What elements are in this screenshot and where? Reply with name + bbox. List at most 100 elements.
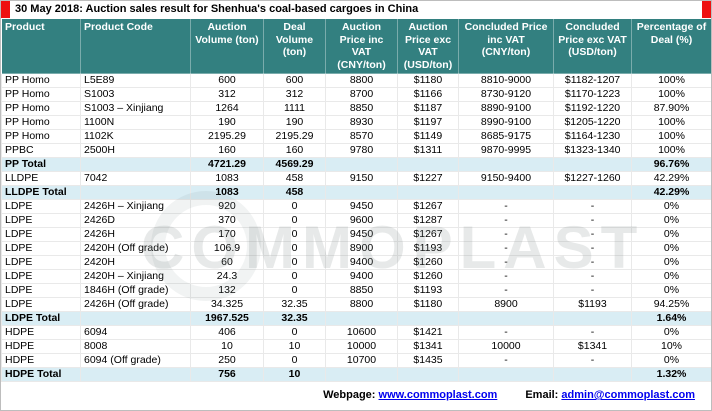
cell-product-code: 2420H (80, 255, 191, 271)
webpage-link[interactable]: www.commoplast.com (378, 389, 498, 402)
cell-auction-price-exc-vat: $1260 (397, 255, 459, 271)
email-link[interactable]: admin@commoplast.com (561, 389, 695, 402)
cell-percentage-of-deal: 1.32% (631, 367, 711, 383)
cell-product: LDPE (1, 297, 81, 313)
cell-auction-price-exc-vat: $1180 (397, 297, 459, 313)
cell-percentage-of-deal: 100% (631, 129, 711, 145)
page-title: 30 May 2018: Auction sales result for Sh… (15, 3, 419, 15)
cell-product: PP Homo (1, 129, 81, 145)
cell-percentage-of-deal: 100% (631, 73, 711, 89)
cell-product-code: 2420H – Xinjiang (80, 269, 191, 285)
cell-auction-price-inc-vat: 10700 (325, 353, 398, 369)
table-row: LDPE 2426H 170 0 9450 $1267- -0% (1, 227, 711, 243)
cell-product: LDPE (1, 269, 81, 285)
cell-product-code: 2426H (80, 227, 191, 243)
cell-auction-volume: 4721.29 (190, 157, 264, 173)
cell-product-code: 1100N (80, 115, 191, 131)
cell-concluded-price-exc-vat: - (553, 199, 632, 215)
cell-concluded-price-inc-vat: - (458, 353, 554, 369)
table-row: LDPE 2426D 370 0 9600 $1287- -0% (1, 213, 711, 229)
cell-percentage-of-deal: 96.76% (631, 157, 711, 173)
cell-product-code: 6094 (80, 325, 191, 341)
cell-auction-price-inc-vat (325, 157, 398, 173)
total-row: LLDPE Total 1083 458 42.29% (1, 185, 711, 201)
cell-concluded-price-exc-vat: $1182-1207 (553, 73, 632, 89)
table-row: PP Homo S1003 312 312 8700 $1166 8730-9120 $117… (1, 87, 711, 103)
cell-concluded-price-exc-vat: $1227-1260 (553, 171, 632, 187)
cell-product-code (80, 157, 191, 173)
cell-concluded-price-inc-vat: 8900 (458, 297, 554, 313)
cell-concluded-price-exc-vat: $1193 (553, 297, 632, 313)
cell-concluded-price-exc-vat: - (553, 325, 632, 341)
cell-concluded-price-exc-vat: $1192-1220 (553, 101, 632, 117)
cell-concluded-price-exc-vat (553, 157, 632, 173)
cell-concluded-price-exc-vat (553, 185, 632, 201)
cell-auction-price-inc-vat (325, 311, 398, 327)
cell-deal-volume: 10 (263, 367, 326, 383)
cell-auction-price-inc-vat: 8570 (325, 129, 398, 145)
email-label: Email: (525, 389, 559, 402)
cell-concluded-price-inc-vat (458, 311, 554, 327)
table-row: LDPE 2420H – Xinjiang 24.3 0 9400 $1260- -0% (1, 269, 711, 285)
total-row: LDPE Total 1967.525 32.35 1.64% (1, 311, 711, 327)
cell-concluded-price-exc-vat: $1170-1223 (553, 87, 632, 103)
table-row: LDPE 2420H 60 0 9400 $1260- -0% (1, 255, 711, 271)
column-header-product: Product (1, 17, 81, 75)
cell-concluded-price-exc-vat: - (553, 255, 632, 271)
cell-auction-volume: 132 (190, 283, 264, 299)
cell-percentage-of-deal: 0% (631, 227, 711, 243)
cell-percentage-of-deal: 94.25% (631, 297, 711, 313)
cell-deal-volume: 0 (263, 199, 326, 215)
cell-product-code: 7042 (80, 171, 191, 187)
cell-auction-price-inc-vat: 9780 (325, 143, 398, 159)
cell-deal-volume: 0 (263, 269, 326, 285)
cell-concluded-price-inc-vat: - (458, 325, 554, 341)
red-accent-right (702, 1, 711, 18)
cell-deal-volume: 1111 (263, 101, 326, 117)
cell-deal-volume: 190 (263, 115, 326, 131)
cell-percentage-of-deal: 42.29% (631, 185, 711, 201)
cell-auction-volume: 1264 (190, 101, 264, 117)
cell-auction-price-exc-vat (397, 185, 459, 201)
cell-auction-price-exc-vat: $1166 (397, 87, 459, 103)
cell-percentage-of-deal: 87.90% (631, 101, 711, 117)
table-row: PP Homo S1003 – Xinjiang 1264 1111 8850 $1187… (1, 101, 711, 117)
cell-auction-volume: 406 (190, 325, 264, 341)
cell-percentage-of-deal: 0% (631, 353, 711, 369)
column-header-percentage-of-deal: Percentage of Deal (%) (631, 17, 711, 75)
cell-concluded-price-inc-vat (458, 157, 554, 173)
cell-auction-price-exc-vat: $1260 (397, 269, 459, 285)
cell-auction-price-exc-vat: $1193 (397, 241, 459, 257)
email-segment: Email: admin@commoplast.com (525, 389, 695, 401)
cell-concluded-price-exc-vat: $1205-1220 (553, 115, 632, 131)
cell-product: LLDPE Total (1, 185, 81, 201)
cell-product: HDPE (1, 325, 81, 341)
cell-deal-volume: 0 (263, 241, 326, 257)
cell-auction-price-exc-vat: $1187 (397, 101, 459, 117)
column-header-auction-price-inc-vat: Auction Price inc VAT (CNY/ton) (325, 17, 398, 75)
cell-concluded-price-exc-vat: $1323-1340 (553, 143, 632, 159)
cell-deal-volume: 600 (263, 73, 326, 89)
cell-auction-price-inc-vat: 8800 (325, 297, 398, 313)
cell-percentage-of-deal: 0% (631, 255, 711, 271)
cell-auction-price-exc-vat: $1180 (397, 73, 459, 89)
cell-auction-volume: 1967.525 (190, 311, 264, 327)
cell-product-code: 1102K (80, 129, 191, 145)
cell-auction-price-inc-vat: 10000 (325, 339, 398, 355)
column-header-deal-volume: Deal Volume (ton) (263, 17, 326, 75)
cell-auction-price-inc-vat: 8930 (325, 115, 398, 131)
cell-product-code: S1003 – Xinjiang (80, 101, 191, 117)
cell-deal-volume: 0 (263, 325, 326, 341)
cell-product-code (80, 185, 191, 201)
cell-deal-volume: 458 (263, 185, 326, 201)
cell-concluded-price-exc-vat: - (553, 269, 632, 285)
table-row: HDPE 6094 (Off grade) 250 0 10700 $1435- -0% (1, 353, 711, 369)
cell-product: PP Total (1, 157, 81, 173)
cell-auction-volume: 1083 (190, 185, 264, 201)
cell-auction-volume: 920 (190, 199, 264, 215)
cell-auction-price-exc-vat: $1227 (397, 171, 459, 187)
cell-product: PP Homo (1, 101, 81, 117)
cell-product: PP Homo (1, 87, 81, 103)
cell-percentage-of-deal: 0% (631, 325, 711, 341)
